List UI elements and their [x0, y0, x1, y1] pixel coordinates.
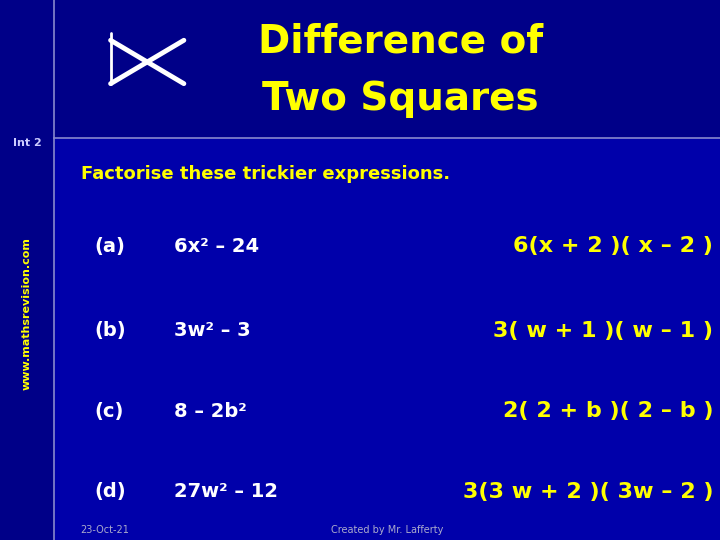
Text: (d): (d) — [94, 482, 125, 501]
Text: Int 2: Int 2 — [13, 138, 41, 148]
Text: Two Squares: Two Squares — [262, 80, 539, 118]
Text: 6x² – 24: 6x² – 24 — [174, 237, 259, 256]
Text: 8 – 2b²: 8 – 2b² — [174, 402, 247, 421]
Text: 3w² – 3: 3w² – 3 — [174, 321, 251, 340]
Text: Difference of: Difference of — [258, 22, 543, 60]
Text: Factorise these trickier expressions.: Factorise these trickier expressions. — [81, 165, 450, 183]
Text: www.mathsrevision.com: www.mathsrevision.com — [22, 237, 32, 390]
Text: (c): (c) — [94, 402, 123, 421]
Text: (a): (a) — [94, 237, 125, 256]
Text: 23-Oct-21: 23-Oct-21 — [81, 525, 130, 535]
Text: 3(3 w + 2 )( 3w – 2 ): 3(3 w + 2 )( 3w – 2 ) — [463, 482, 714, 502]
Text: 6(x + 2 )( x – 2 ): 6(x + 2 )( x – 2 ) — [513, 237, 714, 256]
Text: 3( w + 1 )( w – 1 ): 3( w + 1 )( w – 1 ) — [493, 321, 714, 341]
Text: Created by Mr. Lafferty: Created by Mr. Lafferty — [330, 525, 444, 535]
Text: (b): (b) — [94, 321, 125, 340]
Text: 2( 2 + b )( 2 – b ): 2( 2 + b )( 2 – b ) — [503, 401, 714, 421]
Text: 27w² – 12: 27w² – 12 — [174, 482, 278, 501]
